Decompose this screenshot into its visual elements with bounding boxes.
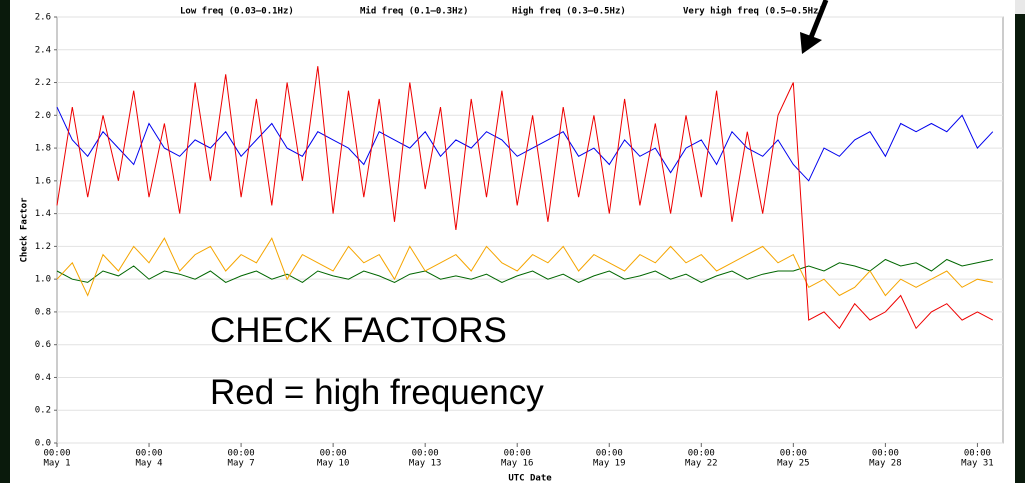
legend-entry: High freq (0.3–0.5Hz) [512,6,626,17]
annotation: CHECK FACTORS [210,311,507,350]
y-tick-label: 2.4 [35,45,51,55]
y-tick-label: 0.6 [35,340,51,350]
x-tick-label: 00:00 [872,449,899,459]
y-tick-label: 1.6 [35,176,51,186]
legend-entry: Low freq (0.03–0.1Hz) [180,7,294,17]
y-tick-label: 0.8 [35,307,51,317]
y-tick-label: 2.2 [35,78,51,88]
x-tick-label: 00:00 [780,449,807,459]
x-tick-label: May 19 [593,459,626,469]
x-tick-label: 00:00 [228,449,255,459]
y-tick-label: 1.8 [35,144,51,154]
x-tick-label: May 1 [43,459,70,469]
y-tick-label: 0.2 [35,406,51,416]
x-tick-label: May 10 [317,459,350,469]
y-tick-label: 1.0 [35,275,51,285]
y-tick-label: 2.6 [35,13,51,23]
x-tick-label: May 31 [961,459,994,469]
x-tick-label: 00:00 [964,449,991,459]
y-tick-label: 0.0 [35,439,51,449]
x-tick-label: May 4 [135,459,162,469]
y-axis-label: Check Factor [20,197,30,263]
x-tick-label: 00:00 [43,449,70,459]
x-tick-label: 00:00 [596,449,623,459]
x-tick-label: May 22 [685,459,718,469]
x-tick-label: 00:00 [135,449,162,459]
y-tick-label: 0.4 [35,373,51,383]
x-tick-label: 00:00 [504,449,531,459]
y-tick-label: 1.2 [35,242,51,252]
x-tick-label: 00:00 [412,449,439,459]
annotation: Red = high frequency [210,373,544,412]
x-tick-label: 00:00 [688,449,715,459]
x-tick-label: May 7 [228,459,255,469]
legend-entry: Mid freq (0.1–0.3Hz) [360,6,468,17]
page: UTC Date Check Factor 0.0 0.2 0.4 0.6 0.8 1.0… [0,0,1025,483]
x-tick-label: May 13 [409,459,442,469]
x-tick-label: May 25 [777,459,810,469]
x-tick-label: May 16 [501,459,534,469]
legend-entry: Very high freq (0.5–0.5Hz) [683,6,824,17]
y-tick-label: 2.0 [35,111,51,121]
chart: UTC Date Check Factor 0.0 0.2 0.4 0.6 0.8 1.0… [0,0,1025,483]
y-tick-label: 1.4 [35,209,51,219]
x-tick-label: 00:00 [320,449,347,459]
x-tick-label: May 28 [869,459,902,469]
x-axis-label: UTC Date [508,474,552,483]
